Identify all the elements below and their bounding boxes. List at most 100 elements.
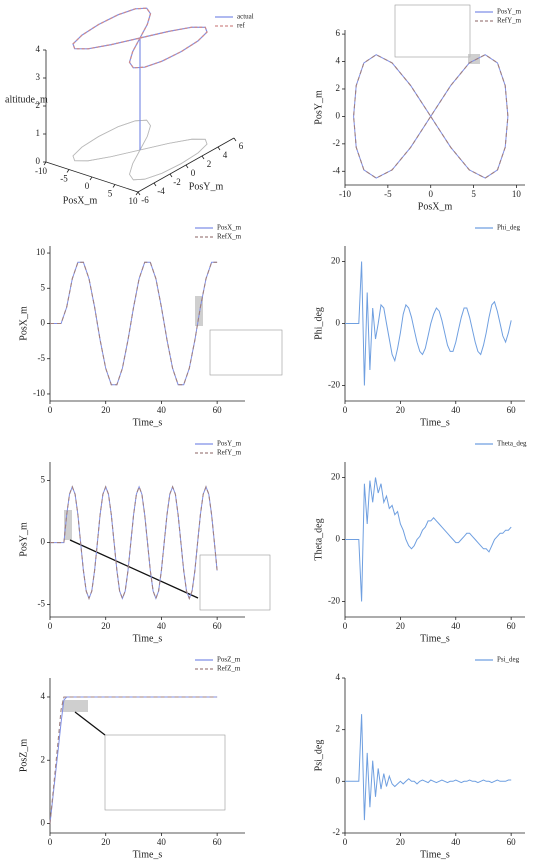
y-tick-label: 6 [239, 141, 244, 151]
x-axis-label: PosX_m [63, 195, 98, 206]
legend-text: RefY_m [497, 17, 522, 25]
y-tick-label: -2 [173, 177, 181, 187]
y-tick-label: -20 [328, 596, 340, 606]
x-tick-label: 60 [213, 621, 223, 631]
legend-text: RefX_m [217, 233, 242, 241]
x-tick-label: 40 [451, 621, 461, 631]
legend-text: PosY_m [497, 8, 522, 16]
x-tick-label: 60 [213, 837, 223, 847]
x-tick-label: 20 [101, 837, 111, 847]
x-axis-label: PosX_m [418, 201, 453, 212]
y-tick-label: 10 [36, 247, 46, 257]
y-tick [185, 164, 189, 169]
z-tick-label: 0 [36, 156, 41, 166]
legend-text: PosX_m [217, 224, 242, 232]
x-tick-label: 5 [108, 189, 113, 199]
z-tick-label: 4 [36, 44, 41, 54]
x-tick-label: 20 [396, 621, 406, 631]
x-tick-label: 60 [507, 621, 517, 631]
zoom-highlight [468, 54, 480, 64]
y-tick-label: 0 [336, 110, 341, 120]
y-axis-label: PosY_m [189, 181, 224, 192]
x-tick-label: 60 [213, 405, 223, 415]
y-tick-label: 5 [41, 475, 46, 485]
x-tick-label: 0 [48, 405, 53, 415]
x-axis-label: Time_s [133, 849, 163, 860]
series-line [345, 714, 512, 821]
legend-text: RefZ_m [217, 665, 241, 673]
zoom-highlight [62, 700, 88, 712]
y-tick-label: 0 [191, 168, 196, 178]
inset-frame [209, 329, 283, 376]
x-tick-label: -5 [384, 189, 392, 199]
x-tick-label: 0 [343, 837, 348, 847]
x-tick-label: 40 [157, 405, 167, 415]
y-tick-label: 2 [207, 159, 212, 169]
y-tick-label: 2 [336, 83, 341, 93]
y-tick-label: 20 [331, 256, 341, 266]
y-tick-label: 4 [223, 150, 228, 160]
y-tick-label: -4 [157, 186, 165, 196]
y-axis-label: Phi_deg [313, 307, 324, 340]
x-tick-label: 40 [451, 837, 461, 847]
y-tick [201, 155, 205, 160]
y-tick-label: -2 [333, 827, 341, 837]
legend-text: PosZ_m [217, 656, 241, 664]
y-tick-label: 0 [41, 318, 46, 328]
x-tick-label: 0 [48, 837, 53, 847]
x-tick-label: 40 [451, 405, 461, 415]
y-tick-label: -20 [328, 380, 340, 390]
series-line [50, 261, 218, 386]
y-tick-label: 0 [336, 318, 341, 328]
x-axis-label: Time_s [133, 417, 163, 428]
y-axis-label: PosY_m [313, 90, 324, 125]
y-tick [233, 137, 237, 142]
legend-text: Phi_deg [497, 224, 520, 232]
y-axis-label: PosY_m [18, 522, 29, 557]
series-line [49, 696, 218, 824]
inset-frame [104, 734, 226, 811]
legend-text: PosY_m [217, 440, 242, 448]
y-tick-label: 0 [336, 775, 341, 785]
z-tick-label: 3 [36, 72, 41, 82]
x-tick-label: 60 [507, 837, 517, 847]
y-axis-label: Psi_deg [313, 740, 324, 772]
x-tick-label: 10 [512, 189, 522, 199]
x-tick-label: 40 [157, 837, 167, 847]
x-tick-label: -10 [35, 166, 47, 176]
x-axis-label: Time_s [133, 633, 163, 644]
x-tick-label: 5 [471, 189, 476, 199]
x-tick [135, 191, 139, 196]
y-tick [217, 146, 221, 151]
x-tick-label: -5 [60, 174, 68, 184]
series-line [50, 485, 218, 600]
z-tick-label: 2 [36, 100, 41, 110]
trajectory [72, 7, 208, 150]
y-tick-label: 0 [336, 534, 341, 544]
zoom-highlight [64, 510, 72, 540]
y-tick-label: -10 [33, 388, 45, 398]
zoom-highlight [195, 296, 203, 326]
inset-frame [199, 554, 271, 611]
y-tick [153, 182, 157, 187]
x-tick-label: 0 [343, 621, 348, 631]
x-tick [89, 176, 93, 181]
y-tick-label: 0 [41, 537, 46, 547]
y-tick-label: 0 [41, 818, 46, 828]
y-tick-label: -4 [333, 165, 341, 175]
zoom-arrow [74, 711, 106, 736]
y-tick-label: 4 [41, 691, 46, 701]
y-tick [169, 173, 173, 178]
y-tick-label: 2 [336, 724, 341, 734]
x-tick-label: 20 [101, 405, 111, 415]
series-line [50, 261, 218, 386]
x-axis-label: Time_s [420, 417, 450, 428]
x-tick [43, 161, 47, 166]
x-axis-label: Time_s [420, 633, 450, 644]
y-tick-label: 4 [336, 56, 341, 66]
x-tick-label: 0 [85, 181, 90, 191]
legend-text: Psi_deg [497, 656, 520, 664]
x-tick-label: 10 [129, 196, 139, 206]
